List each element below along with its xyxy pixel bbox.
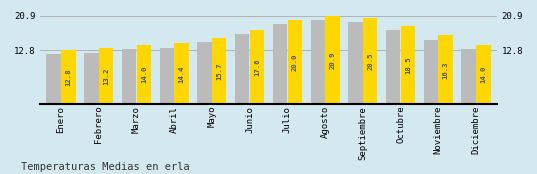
Text: 17.6: 17.6 xyxy=(254,58,260,76)
Text: 12.8: 12.8 xyxy=(66,69,71,86)
Text: 14.4: 14.4 xyxy=(178,65,185,83)
Bar xyxy=(325,16,339,104)
Text: 20.0: 20.0 xyxy=(292,53,297,71)
Bar xyxy=(159,48,174,104)
Text: 15.7: 15.7 xyxy=(216,62,222,80)
Text: 20.5: 20.5 xyxy=(367,52,373,70)
Bar xyxy=(175,43,188,104)
Text: 18.5: 18.5 xyxy=(405,56,411,74)
Text: 13.2: 13.2 xyxy=(103,68,109,85)
Bar xyxy=(386,30,401,104)
Bar xyxy=(401,26,415,104)
Text: 14.0: 14.0 xyxy=(141,66,147,84)
Bar xyxy=(287,20,302,104)
Bar xyxy=(250,30,264,104)
Bar xyxy=(235,34,250,104)
Text: Temperaturas Medias en erla: Temperaturas Medias en erla xyxy=(21,162,190,172)
Bar xyxy=(61,50,76,104)
Bar xyxy=(273,24,287,104)
Text: 14.0: 14.0 xyxy=(480,66,487,84)
Bar xyxy=(122,49,136,104)
Bar xyxy=(438,35,453,104)
Bar xyxy=(363,18,378,104)
Bar xyxy=(212,38,227,104)
Bar xyxy=(136,45,151,104)
Bar xyxy=(310,20,325,104)
Bar xyxy=(349,22,362,104)
Bar xyxy=(461,49,476,104)
Bar xyxy=(47,54,61,104)
Bar xyxy=(198,42,212,104)
Bar xyxy=(424,39,438,104)
Bar xyxy=(99,49,113,104)
Text: 20.9: 20.9 xyxy=(329,51,336,69)
Bar xyxy=(84,53,99,104)
Text: 16.3: 16.3 xyxy=(442,61,448,79)
Bar xyxy=(476,45,490,104)
